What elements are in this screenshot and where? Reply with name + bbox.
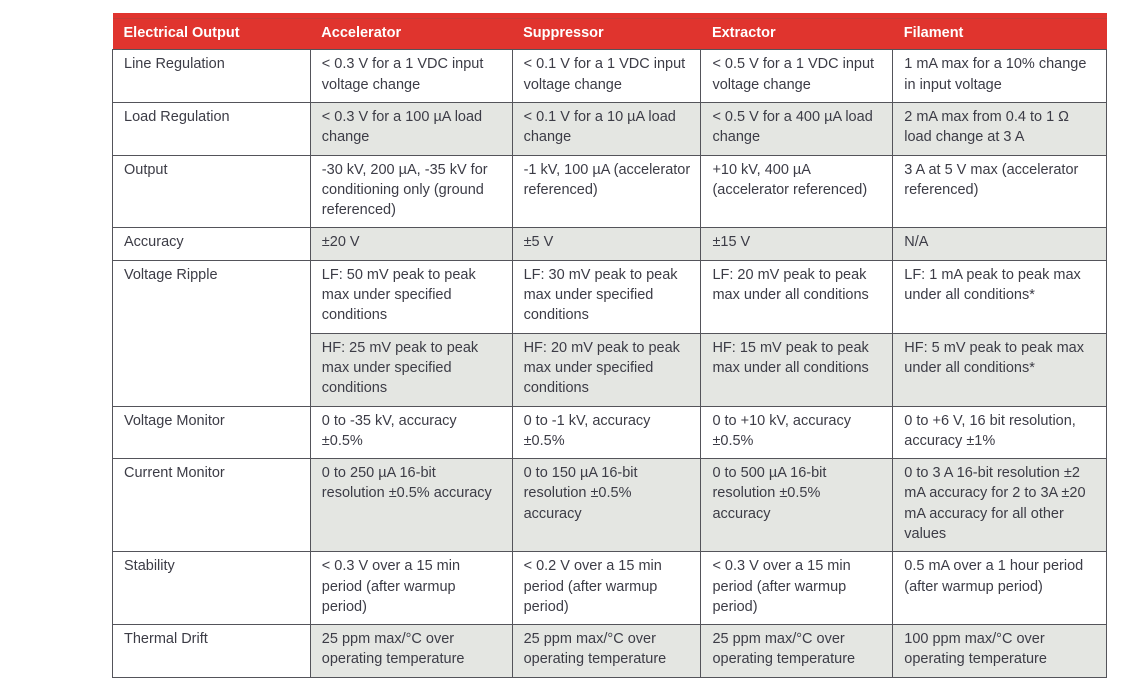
- column-header: Electrical Output: [112, 18, 311, 50]
- table-row: Voltage Monitor 0 to -35 kV, accuracy ±0.…: [112, 405, 1107, 460]
- table-body: Line Regulation < 0.3 V for a 1 VDC input…: [112, 49, 1107, 678]
- spec-cell: 0.5 mA over a 1 hour period (after warmu…: [892, 551, 1107, 626]
- spec-cell: 100 ppm max/°C over operating temperatur…: [892, 624, 1107, 678]
- table-row: Line Regulation < 0.3 V for a 1 VDC input…: [112, 49, 1107, 103]
- spec-cell: LF: 30 mV peak to peak max under specifi…: [511, 259, 702, 334]
- spec-cell: ±15 V: [700, 227, 894, 261]
- row-label: Thermal Drift: [112, 624, 311, 678]
- spec-cell: < 0.3 V over a 15 min period (after warm…: [700, 551, 894, 626]
- spec-cell: 1 mA max for a 10% change in input volta…: [892, 49, 1107, 103]
- row-label: Load Regulation: [112, 101, 311, 156]
- spec-cell: HF: 20 mV peak to peak max under specifi…: [511, 332, 702, 407]
- spec-cell: ±5 V: [511, 227, 702, 261]
- header-row: Electrical Output Accelerator Suppressor Ex…: [112, 18, 1107, 50]
- spec-cell: 0 to 250 µA 16-bit resolution ±0.5% accu…: [309, 458, 513, 553]
- spec-cell: 0 to -35 kV, accuracy ±0.5%: [309, 405, 513, 460]
- column-header: Extractor: [700, 18, 893, 50]
- row-label: Stability: [112, 551, 311, 626]
- header-accent-strip-cell: [112, 13, 1107, 19]
- table-header: Electrical Output Accelerator Suppressor Ex…: [112, 13, 1107, 50]
- spec-cell: < 0.3 V for a 100 µA load change: [309, 101, 513, 156]
- spec-cell: 3 A at 5 V max (accelerator referenced): [892, 154, 1107, 229]
- spec-cell: LF: 1 mA peak to peak max under all cond…: [892, 259, 1107, 334]
- spec-cell: < 0.1 V for a 10 µA load change: [511, 101, 702, 156]
- row-label: Line Regulation: [112, 49, 311, 103]
- spec-cell: 25 ppm max/°C over operating temperature: [309, 624, 513, 678]
- table-row: Current Monitor 0 to 250 µA 16-bit resolu…: [112, 458, 1107, 553]
- row-label: Current Monitor: [112, 458, 311, 553]
- spec-cell: 0 to +10 kV, accuracy ±0.5%: [700, 405, 894, 460]
- header-accent-strip: [112, 13, 1107, 19]
- spec-cell: < 0.3 V over a 15 min period (after warm…: [309, 551, 513, 626]
- table-row: Accuracy ±20 V ±5 V ±15 V N/A: [112, 227, 1107, 261]
- spec-cell: < 0.3 V for a 1 VDC input voltage change: [309, 49, 513, 103]
- spec-cell: -1 kV, 100 µA (accelerator referenced): [511, 154, 702, 229]
- table-row: Voltage Ripple LF: 50 mV peak to peak max…: [112, 259, 1107, 407]
- spec-cell: 0 to 150 µA 16-bit resolution ±0.5% accu…: [511, 458, 702, 553]
- spec-cell: < 0.2 V over a 15 min period (after warm…: [511, 551, 702, 626]
- spec-cell: 0 to 500 µA 16-bit resolution ±0.5% accu…: [700, 458, 894, 553]
- table-row: Output -30 kV, 200 µA, -35 kV for conditi…: [112, 154, 1107, 229]
- row-label: Voltage Ripple: [112, 259, 311, 407]
- row-label: Accuracy: [112, 227, 311, 261]
- table-row: Load Regulation < 0.3 V for a 100 µA load…: [112, 101, 1107, 156]
- row-label: Voltage Monitor: [112, 405, 311, 460]
- spec-cell: 25 ppm max/°C over operating temperature: [511, 624, 702, 678]
- spec-cell: HF: 25 mV peak to peak max under specifi…: [309, 332, 513, 407]
- spec-cell: LF: 20 mV peak to peak max under all con…: [700, 259, 894, 334]
- spec-cell: 25 ppm max/°C over operating temperature: [700, 624, 894, 678]
- spec-cell: -30 kV, 200 µA, -35 kV for conditioning …: [309, 154, 513, 229]
- spec-cell: < 0.1 V for a 1 VDC input voltage change: [511, 49, 702, 103]
- spec-cell: HF: 5 mV peak to peak max under all cond…: [892, 332, 1107, 407]
- spec-cell: HF: 15 mV peak to peak max under all con…: [700, 332, 894, 407]
- table-row: Thermal Drift 25 ppm max/°C over operatin…: [112, 624, 1107, 678]
- spec-cell: LF: 50 mV peak to peak max under specifi…: [309, 259, 513, 334]
- column-header: Accelerator: [310, 18, 513, 50]
- spec-cell: 0 to +6 V, 16 bit resolution, accuracy ±…: [892, 405, 1107, 460]
- table-row: Stability < 0.3 V over a 15 min period (a…: [112, 551, 1107, 626]
- spec-cell: < 0.5 V for a 1 VDC input voltage change: [700, 49, 894, 103]
- column-header: Suppressor: [512, 18, 701, 50]
- spec-cell: 2 mA max from 0.4 to 1 Ω load change at …: [892, 101, 1107, 156]
- spec-cell: +10 kV, 400 µA (accelerator referenced): [700, 154, 894, 229]
- spec-cell: 0 to 3 A 16-bit resolution ±2 mA accurac…: [892, 458, 1107, 553]
- spec-cell: 0 to -1 kV, accuracy ±0.5%: [511, 405, 702, 460]
- spec-cell: N/A: [892, 227, 1107, 261]
- table-row: HF: 25 mV peak to peak max under specifi…: [113, 332, 1107, 407]
- column-header: Filament: [892, 18, 1107, 50]
- electrical-output-spec-table: Electrical Output Accelerator Suppressor Ex…: [112, 13, 1107, 678]
- row-label: Output: [112, 154, 311, 229]
- spec-cell: < 0.5 V for a 400 µA load change: [700, 101, 894, 156]
- spec-cell: ±20 V: [309, 227, 513, 261]
